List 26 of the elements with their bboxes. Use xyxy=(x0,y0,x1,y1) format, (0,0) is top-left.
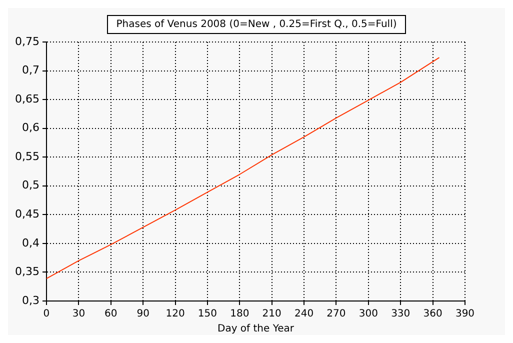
x-tick-label: 270 xyxy=(326,308,346,320)
x-tick-label: 210 xyxy=(262,308,282,320)
y-tick-label: 0,35 xyxy=(14,265,40,278)
x-tick-label: 30 xyxy=(72,308,86,320)
y-tick-label: 0,75 xyxy=(14,34,40,48)
chart-title: Phases of Venus 2008 (0=New , 0.25=First Q., 0.5=Full) xyxy=(107,15,406,34)
y-tick-label: 0,55 xyxy=(14,150,40,163)
x-tick-label: 150 xyxy=(198,308,218,320)
y-tick-label: 0,5 xyxy=(22,178,40,192)
y-tick-label: 0,65 xyxy=(14,92,40,106)
x-tick-label: 240 xyxy=(294,308,314,320)
y-tick-label: 0,45 xyxy=(14,208,40,221)
y-tick-label: 0,6 xyxy=(22,121,40,134)
x-tick-label: 0 xyxy=(43,308,50,320)
y-tick-label: 0,7 xyxy=(22,64,40,77)
x-tick-label: 90 xyxy=(136,308,150,320)
y-tick-label: 0,3 xyxy=(22,294,40,307)
y-tick-label: 0,4 xyxy=(22,236,40,250)
x-axis-title: Day of the Year xyxy=(217,324,295,335)
x-tick-label: 330 xyxy=(391,308,410,320)
x-tick-label: 180 xyxy=(230,308,250,320)
x-tick-label: 300 xyxy=(358,308,378,320)
x-tick-label: 390 xyxy=(455,308,475,320)
x-tick-label: 60 xyxy=(104,308,118,320)
x-tick-label: 120 xyxy=(166,308,185,320)
x-tick-label: 360 xyxy=(423,308,442,320)
